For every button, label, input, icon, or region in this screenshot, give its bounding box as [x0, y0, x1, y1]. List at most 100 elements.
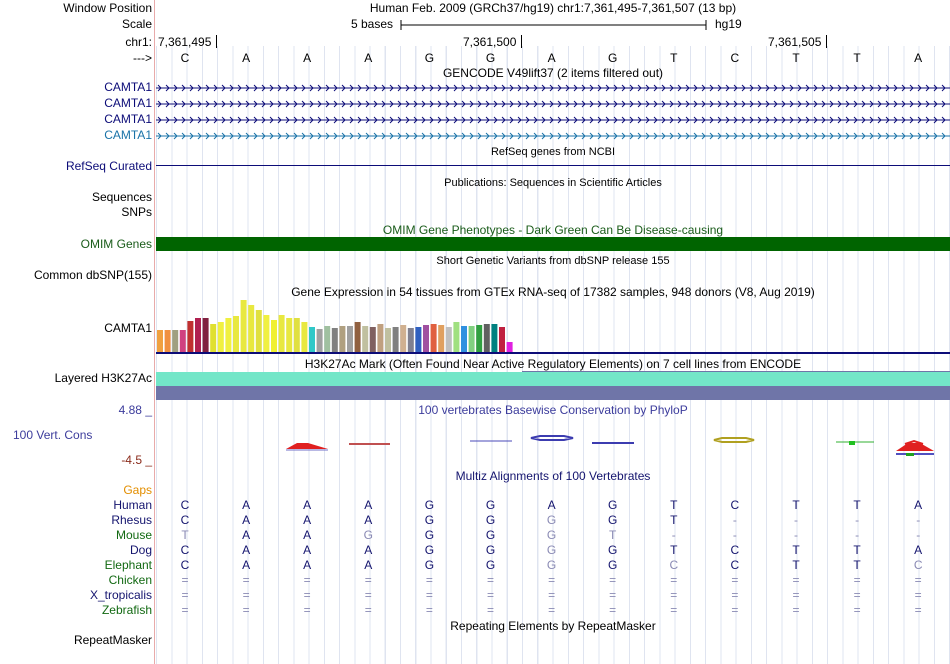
strand-chevron — [309, 132, 314, 140]
species-label[interactable]: Rhesus — [111, 513, 152, 527]
alignment-base: = — [792, 603, 800, 617]
strand-chevron — [797, 100, 802, 108]
strand-chevron — [637, 132, 642, 140]
strand-chevron — [813, 84, 818, 92]
gencode-item-4[interactable]: CAMTA1 — [104, 128, 152, 142]
strand-chevron — [861, 84, 866, 92]
strand-chevron — [557, 100, 562, 108]
scale-label: Scale — [121, 17, 152, 31]
strand-chevron — [709, 116, 714, 124]
species-label[interactable]: Mouse — [115, 528, 152, 542]
strand-chevron — [301, 84, 306, 92]
species-label[interactable]: Human — [113, 498, 152, 512]
h3k27ac-label[interactable]: Layered H3K27Ac — [54, 371, 152, 385]
strand-chevron — [389, 132, 394, 140]
strand-chevron — [829, 100, 834, 108]
strand-chevron — [925, 84, 930, 92]
strand-chevron — [725, 116, 730, 124]
strand-chevron — [253, 132, 258, 140]
alignment-base: = — [242, 588, 250, 602]
strand-chevron — [261, 132, 266, 140]
strand-chevron — [333, 100, 338, 108]
phylop-conservation-plot[interactable] — [156, 430, 950, 460]
alignment-base: - — [855, 513, 860, 527]
gtex-tissue-bars[interactable] — [156, 298, 950, 354]
gencode-item-1[interactable]: CAMTA1 — [104, 80, 152, 94]
species-label[interactable]: Elephant — [104, 558, 152, 572]
strand-chevron — [693, 84, 698, 92]
sequence-base: T — [670, 51, 678, 65]
strand-chevron — [397, 84, 402, 92]
gtex-tissue-bar — [187, 321, 194, 352]
refseq-gene-line[interactable] — [156, 165, 950, 166]
gencode-item-2[interactable]: CAMTA1 — [104, 96, 152, 110]
species-label[interactable]: Chicken — [108, 573, 152, 587]
multiz-gaps-label[interactable]: Gaps — [123, 483, 152, 497]
strand-chevron — [789, 132, 794, 140]
gtex-gene-label[interactable]: CAMTA1 — [104, 321, 152, 335]
gtex-tissue-bar — [301, 322, 308, 352]
strand-chevron — [357, 132, 362, 140]
strand-chevron — [909, 100, 914, 108]
strand-chevron — [429, 84, 434, 92]
strand-chevron — [165, 100, 170, 108]
omim-phenotype-bar[interactable] — [156, 237, 950, 251]
gencode-item-3[interactable]: CAMTA1 — [104, 112, 152, 126]
strand-chevron — [301, 132, 306, 140]
alignment-base: T — [853, 558, 861, 572]
alignment-base: = — [853, 603, 861, 617]
sequence-base: T — [853, 51, 861, 65]
strand-chevron — [229, 100, 234, 108]
h3k27ac-signal-lower[interactable] — [156, 386, 950, 400]
sequence-base: C — [180, 51, 190, 65]
strand-chevron — [933, 84, 938, 92]
strand-chevron — [413, 100, 418, 108]
species-label[interactable]: Dog — [129, 543, 152, 557]
strand-chevron — [317, 84, 322, 92]
strand-chevron — [213, 100, 218, 108]
dbsnp-label[interactable]: Common dbSNP(155) — [33, 268, 152, 282]
alignment-base: - — [855, 528, 860, 542]
strand-chevron — [541, 84, 546, 92]
alignment-base: = — [425, 603, 433, 617]
gencode-features[interactable] — [156, 80, 950, 142]
strand-chevron — [757, 116, 762, 124]
strand-chevron — [853, 100, 858, 108]
strand-chevron — [397, 100, 402, 108]
strand-chevron — [773, 132, 778, 140]
repeatmasker-label[interactable]: RepeatMasker — [73, 633, 152, 647]
strand-chevron — [789, 100, 794, 108]
alignment-base: = — [364, 588, 372, 602]
strand-chevron — [893, 100, 898, 108]
strand-chevron — [549, 84, 554, 92]
species-label[interactable]: Zebrafish — [101, 603, 152, 617]
strand-chevron — [197, 132, 202, 140]
gtex-tissue-bar — [263, 315, 270, 352]
h3k27ac-signal-upper[interactable] — [156, 372, 950, 386]
strand-chevron — [221, 116, 226, 124]
strand-chevron — [341, 116, 346, 124]
omim-genes-label[interactable]: OMIM Genes — [80, 237, 152, 251]
species-label[interactable]: X_tropicalis — [89, 588, 152, 602]
publications-label[interactable]: Sequences — [91, 190, 152, 204]
strand-chevron — [589, 132, 594, 140]
strand-chevron — [221, 132, 226, 140]
gtex-tissue-bar — [430, 324, 437, 352]
base-grid — [156, 46, 950, 664]
strand-chevron — [173, 100, 178, 108]
strand-chevron — [517, 84, 522, 92]
phylop-track-label[interactable]: 100 Vert. Cons — [13, 428, 93, 442]
strand-chevron — [357, 116, 362, 124]
ruler-position-2: 7,361,500 — [463, 35, 517, 49]
alignment-base: G — [485, 498, 496, 512]
alignment-base: = — [181, 603, 189, 617]
snps-label[interactable]: SNPs — [121, 205, 152, 219]
alignment-base: = — [853, 588, 861, 602]
strand-chevron — [485, 132, 490, 140]
strand-chevron — [821, 84, 826, 92]
strand-chevron — [173, 132, 178, 140]
strand-chevron — [373, 132, 378, 140]
refseq-label[interactable]: RefSeq Curated — [65, 159, 152, 173]
strand-chevron — [589, 100, 594, 108]
strand-chevron — [181, 100, 186, 108]
